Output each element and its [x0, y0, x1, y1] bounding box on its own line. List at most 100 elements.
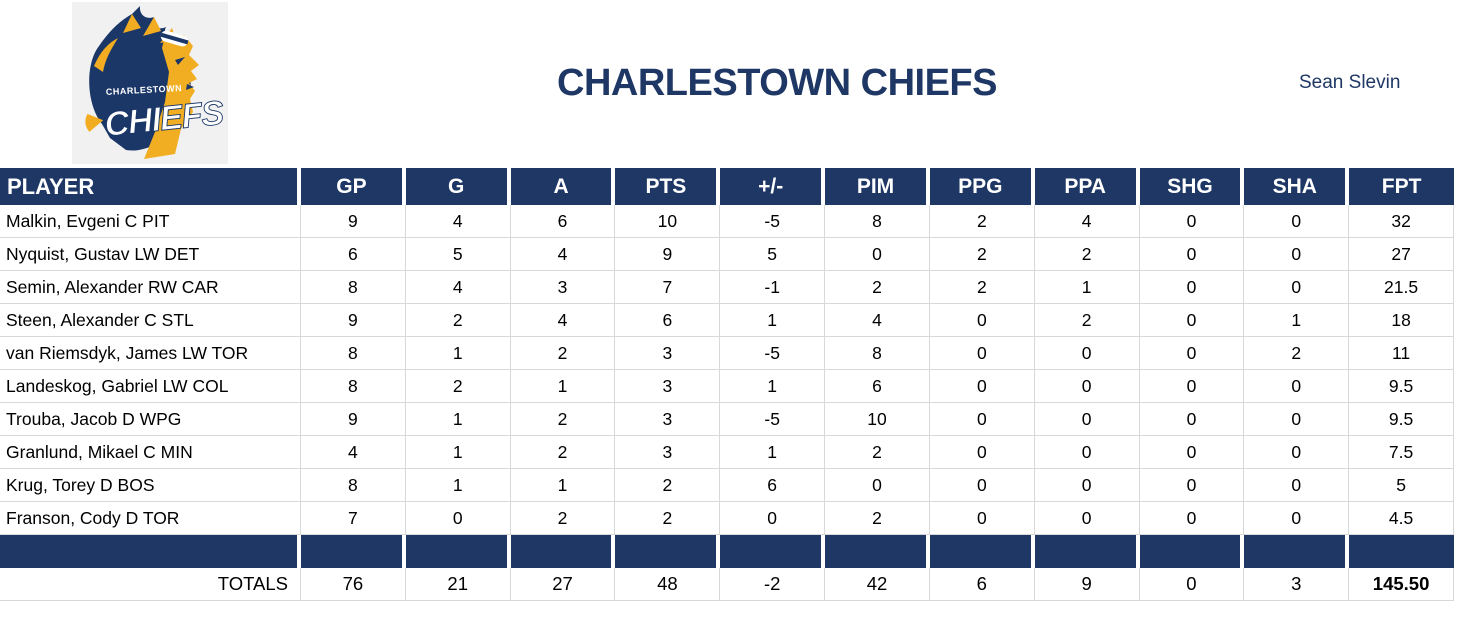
- stat-cell-plusminus[interactable]: 5: [720, 238, 826, 271]
- stat-cell-ppa[interactable]: 1: [1034, 271, 1140, 304]
- stat-cell-pts[interactable]: 3: [615, 436, 721, 469]
- total-cell-g[interactable]: 21: [405, 568, 511, 601]
- stat-cell-ppa[interactable]: 0: [1034, 370, 1140, 403]
- stat-cell-plusminus[interactable]: -1: [720, 271, 826, 304]
- player-name-cell[interactable]: Semin, Alexander RW CAR: [0, 271, 301, 304]
- stat-cell-plusminus[interactable]: 1: [720, 436, 826, 469]
- total-cell-gp[interactable]: 76: [301, 568, 406, 601]
- stat-cell-g[interactable]: 2: [405, 370, 511, 403]
- stat-cell-ppg[interactable]: 0: [929, 304, 1035, 337]
- stat-cell-sha[interactable]: 0: [1244, 436, 1350, 469]
- stat-cell-pts[interactable]: 7: [615, 271, 721, 304]
- stat-cell-sha[interactable]: 0: [1244, 238, 1350, 271]
- stat-cell-a[interactable]: 4: [510, 238, 616, 271]
- stat-cell-gp[interactable]: 9: [301, 304, 406, 337]
- stat-cell-a[interactable]: 2: [510, 436, 616, 469]
- stat-cell-plusminus[interactable]: 1: [720, 304, 826, 337]
- total-cell-shg[interactable]: 0: [1139, 568, 1245, 601]
- stat-cell-gp[interactable]: 4: [301, 436, 406, 469]
- stat-cell-shg[interactable]: 0: [1139, 271, 1245, 304]
- stat-cell-fpt[interactable]: 32: [1349, 205, 1454, 238]
- stat-cell-g[interactable]: 2: [405, 304, 511, 337]
- stat-cell-ppa[interactable]: 0: [1034, 469, 1140, 502]
- stat-cell-pts[interactable]: 10: [615, 205, 721, 238]
- stat-cell-pim[interactable]: 8: [825, 337, 930, 370]
- stat-cell-g[interactable]: 1: [405, 403, 511, 436]
- column-header-ppa[interactable]: PPA: [1034, 168, 1140, 205]
- total-cell-a[interactable]: 27: [510, 568, 616, 601]
- stat-cell-ppa[interactable]: 0: [1034, 337, 1140, 370]
- stat-cell-fpt[interactable]: 4.5: [1349, 502, 1454, 535]
- stat-cell-shg[interactable]: 0: [1139, 403, 1245, 436]
- stat-cell-fpt[interactable]: 27: [1349, 238, 1454, 271]
- stat-cell-g[interactable]: 4: [405, 271, 511, 304]
- stat-cell-g[interactable]: 0: [405, 502, 511, 535]
- stat-cell-plusminus[interactable]: 0: [720, 502, 826, 535]
- total-cell-pts[interactable]: 48: [615, 568, 721, 601]
- column-header-g[interactable]: G: [405, 168, 511, 205]
- stat-cell-a[interactable]: 2: [510, 502, 616, 535]
- column-header-pim[interactable]: PIM: [825, 168, 930, 205]
- stat-cell-gp[interactable]: 8: [301, 469, 406, 502]
- player-name-cell[interactable]: Krug, Torey D BOS: [0, 469, 301, 502]
- stat-cell-plusminus[interactable]: 1: [720, 370, 826, 403]
- column-header-a[interactable]: A: [510, 168, 616, 205]
- stat-cell-a[interactable]: 2: [510, 403, 616, 436]
- total-cell-sha[interactable]: 3: [1244, 568, 1350, 601]
- stat-cell-pim[interactable]: 4: [825, 304, 930, 337]
- stat-cell-g[interactable]: 1: [405, 436, 511, 469]
- stat-cell-a[interactable]: 4: [510, 304, 616, 337]
- stat-cell-pts[interactable]: 3: [615, 370, 721, 403]
- stat-cell-sha[interactable]: 2: [1244, 337, 1350, 370]
- stat-cell-pts[interactable]: 6: [615, 304, 721, 337]
- stat-cell-pts[interactable]: 2: [615, 469, 721, 502]
- stat-cell-sha[interactable]: 0: [1244, 502, 1350, 535]
- player-name-cell[interactable]: van Riemsdyk, James LW TOR: [0, 337, 301, 370]
- total-cell-ppa[interactable]: 9: [1034, 568, 1140, 601]
- stat-cell-fpt[interactable]: 7.5: [1349, 436, 1454, 469]
- stat-cell-pim[interactable]: 2: [825, 436, 930, 469]
- stat-cell-shg[interactable]: 0: [1139, 337, 1245, 370]
- total-cell-plusminus[interactable]: -2: [720, 568, 826, 601]
- stat-cell-sha[interactable]: 0: [1244, 205, 1350, 238]
- stat-cell-ppg[interactable]: 2: [929, 205, 1035, 238]
- stat-cell-sha[interactable]: 0: [1244, 469, 1350, 502]
- stat-cell-gp[interactable]: 8: [301, 370, 406, 403]
- stat-cell-a[interactable]: 3: [510, 271, 616, 304]
- stat-cell-pim[interactable]: 8: [825, 205, 930, 238]
- stat-cell-plusminus[interactable]: -5: [720, 403, 826, 436]
- stat-cell-plusminus[interactable]: -5: [720, 205, 826, 238]
- stat-cell-sha[interactable]: 1: [1244, 304, 1350, 337]
- stat-cell-pim[interactable]: 10: [825, 403, 930, 436]
- player-name-cell[interactable]: Granlund, Mikael C MIN: [0, 436, 301, 469]
- stat-cell-pim[interactable]: 2: [825, 271, 930, 304]
- stat-cell-shg[interactable]: 0: [1139, 205, 1245, 238]
- stat-cell-ppa[interactable]: 4: [1034, 205, 1140, 238]
- stat-cell-sha[interactable]: 0: [1244, 271, 1350, 304]
- total-cell-fpt[interactable]: 145.50: [1349, 568, 1454, 601]
- stat-cell-gp[interactable]: 9: [301, 403, 406, 436]
- stat-cell-fpt[interactable]: 9.5: [1349, 403, 1454, 436]
- stat-cell-plusminus[interactable]: 6: [720, 469, 826, 502]
- player-name-cell[interactable]: Malkin, Evgeni C PIT: [0, 205, 301, 238]
- stat-cell-g[interactable]: 1: [405, 337, 511, 370]
- stat-cell-pts[interactable]: 3: [615, 403, 721, 436]
- column-header-shg[interactable]: SHG: [1139, 168, 1245, 205]
- stat-cell-ppa[interactable]: 0: [1034, 502, 1140, 535]
- column-header-gp[interactable]: GP: [301, 168, 406, 205]
- stat-cell-shg[interactable]: 0: [1139, 370, 1245, 403]
- stat-cell-ppa[interactable]: 0: [1034, 403, 1140, 436]
- stat-cell-ppg[interactable]: 2: [929, 238, 1035, 271]
- stat-cell-ppg[interactable]: 0: [929, 469, 1035, 502]
- stat-cell-gp[interactable]: 7: [301, 502, 406, 535]
- player-name-cell[interactable]: Trouba, Jacob D WPG: [0, 403, 301, 436]
- stat-cell-pts[interactable]: 2: [615, 502, 721, 535]
- stat-cell-g[interactable]: 4: [405, 205, 511, 238]
- stat-cell-ppg[interactable]: 0: [929, 403, 1035, 436]
- stat-cell-sha[interactable]: 0: [1244, 403, 1350, 436]
- stat-cell-shg[interactable]: 0: [1139, 436, 1245, 469]
- stat-cell-gp[interactable]: 9: [301, 205, 406, 238]
- stat-cell-shg[interactable]: 0: [1139, 238, 1245, 271]
- stat-cell-ppg[interactable]: 0: [929, 337, 1035, 370]
- stat-cell-a[interactable]: 2: [510, 337, 616, 370]
